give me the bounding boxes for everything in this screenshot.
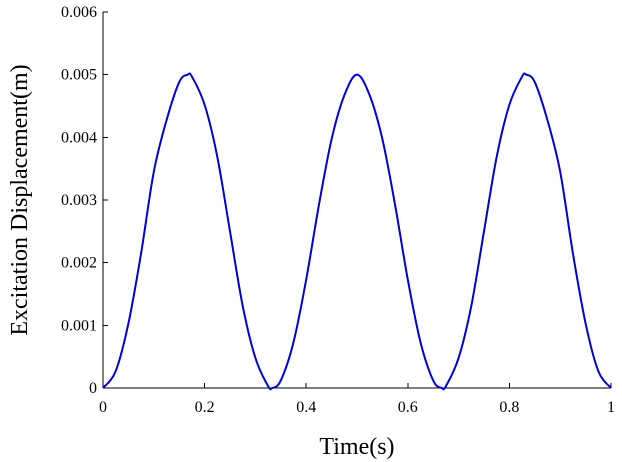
x-axis-title: Time(s) [319,434,394,460]
x-tick-label: 1 [607,399,615,416]
x-axis-ticks: 0 0.2 0.4 0.6 0.8 1 [99,383,615,416]
y-axis-ticks: 0 0.001 0.002 0.003 0.004 0.005 0.006 [61,4,108,397]
x-tick-label: 0.6 [398,399,418,416]
y-tick-label: 0 [89,380,97,397]
y-axis-title: Excitation Displacement(m) [7,64,33,335]
y-tick-label: 0.006 [61,4,97,21]
y-tick-label: 0.002 [61,255,97,272]
y-tick-label: 0.005 [61,67,97,84]
y-tick-label: 0.001 [61,317,97,334]
series-line [102,72,612,391]
x-tick-label: 0.4 [296,399,316,416]
x-tick-label: 0.8 [499,399,519,416]
x-tick-label: 0.2 [195,399,215,416]
series-layer [102,72,612,391]
y-tick-label: 0.003 [61,192,97,209]
x-tick-label: 0 [99,399,107,416]
y-tick-label: 0.004 [61,129,97,146]
